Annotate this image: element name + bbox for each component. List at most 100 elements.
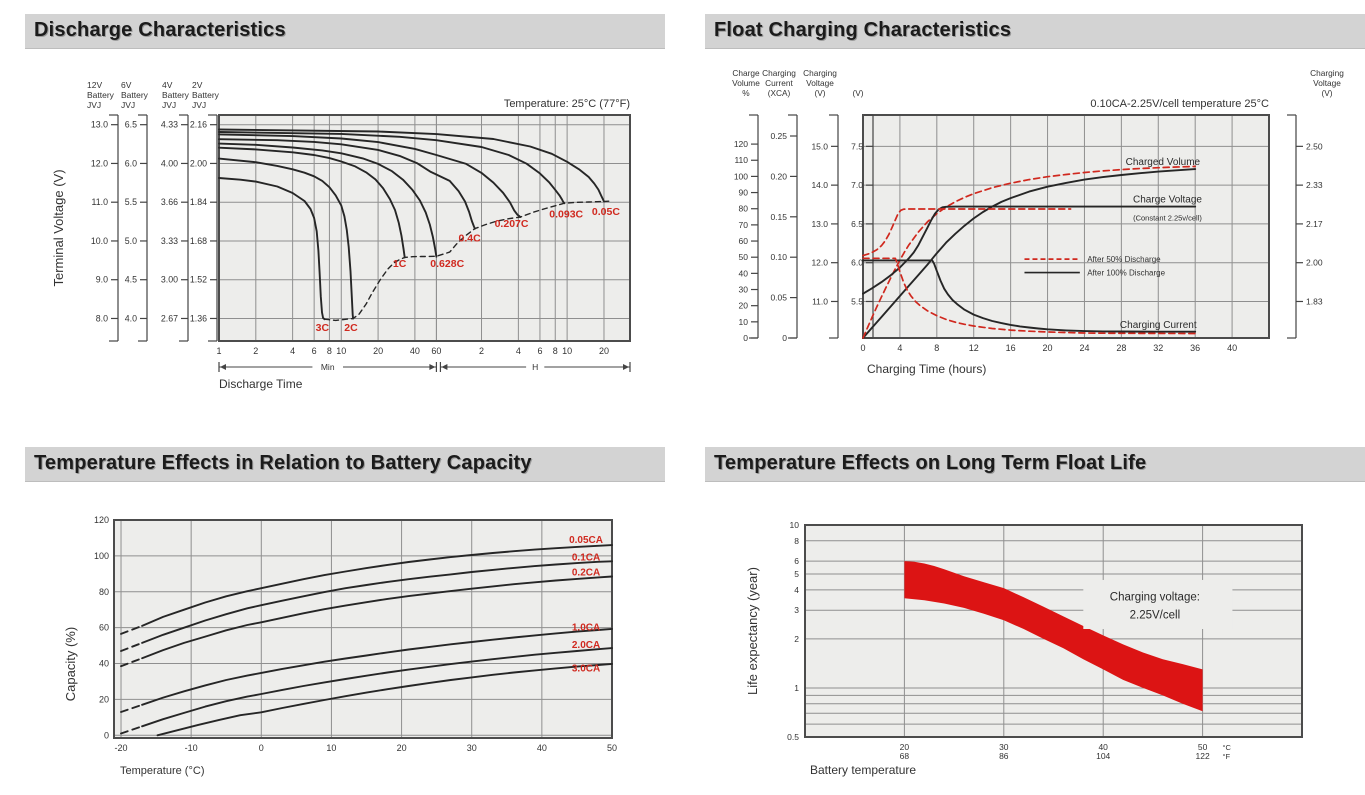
svg-text:1C: 1C [393, 258, 407, 270]
svg-text:6V: 6V [121, 80, 132, 90]
svg-text:15.0: 15.0 [811, 141, 828, 151]
svg-text:2.00: 2.00 [1306, 258, 1323, 268]
svg-text:1.52: 1.52 [190, 275, 207, 285]
svg-text:Battery: Battery [162, 90, 190, 100]
section-title-temperature-capacity-text: Temperature Effects in Relation to Batte… [34, 452, 532, 474]
svg-text:40: 40 [1227, 343, 1237, 353]
svg-text:68: 68 [900, 751, 910, 761]
svg-text:0.05C: 0.05C [592, 206, 620, 218]
svg-text:After 100% Discharge: After 100% Discharge [1087, 268, 1165, 277]
svg-text:2: 2 [794, 634, 799, 644]
svg-text:Terminal Voltage (V): Terminal Voltage (V) [51, 169, 66, 286]
svg-text:1: 1 [216, 346, 221, 356]
svg-text:20: 20 [900, 742, 910, 752]
svg-text:0.20: 0.20 [770, 171, 787, 181]
svg-text:Voltage: Voltage [1313, 78, 1341, 88]
svg-text:Battery: Battery [121, 90, 149, 100]
svg-text:Battery: Battery [87, 90, 115, 100]
svg-text:8: 8 [327, 346, 332, 356]
svg-text:Charging: Charging [1310, 68, 1344, 78]
svg-text:8: 8 [553, 346, 558, 356]
svg-text:Capacity (%): Capacity (%) [63, 627, 78, 701]
svg-text:30: 30 [739, 285, 749, 295]
svg-text:13.0: 13.0 [811, 219, 828, 229]
svg-text:Battery temperature: Battery temperature [810, 763, 916, 777]
svg-text:50: 50 [1198, 742, 1208, 752]
svg-text:80: 80 [739, 204, 749, 214]
svg-text:6: 6 [312, 346, 317, 356]
section-title-float-charging-text: Float Charging Characteristics [714, 19, 1012, 41]
svg-text:40: 40 [410, 346, 420, 356]
section-title-discharge-text: Discharge Characteristics [34, 19, 286, 41]
svg-text:2C: 2C [344, 322, 358, 334]
svg-text:Volume: Volume [732, 78, 760, 88]
svg-text:50: 50 [739, 252, 749, 262]
svg-text:1.36: 1.36 [190, 313, 207, 323]
svg-text:4V: 4V [162, 80, 173, 90]
svg-text:0.05CA: 0.05CA [569, 535, 603, 546]
svg-text:32: 32 [1153, 343, 1163, 353]
svg-text:10.0: 10.0 [91, 236, 108, 246]
svg-text:3C: 3C [316, 322, 330, 334]
svg-text:Battery: Battery [192, 90, 220, 100]
svg-text:3.0CA: 3.0CA [572, 664, 600, 675]
svg-text:2: 2 [479, 346, 484, 356]
svg-text:0.05: 0.05 [770, 293, 787, 303]
svg-text:20: 20 [1043, 343, 1053, 353]
svg-text:13.0: 13.0 [91, 120, 108, 130]
svg-text:1: 1 [794, 683, 799, 693]
svg-text:5.5: 5.5 [125, 197, 137, 207]
svg-text:20: 20 [739, 301, 749, 311]
svg-text:28: 28 [1116, 343, 1126, 353]
svg-text:12: 12 [969, 343, 979, 353]
svg-text:°C: °C [1222, 743, 1231, 752]
svg-text:Min: Min [321, 362, 335, 372]
svg-text:10: 10 [336, 346, 346, 356]
svg-text:110: 110 [734, 155, 748, 165]
svg-text:0: 0 [104, 730, 109, 740]
svg-text:104: 104 [1096, 751, 1110, 761]
svg-text:90: 90 [739, 188, 749, 198]
section-title-float-life: Temperature Effects on Long Term Float L… [705, 447, 1365, 482]
svg-text:120: 120 [734, 139, 748, 149]
svg-text:Discharge Time: Discharge Time [219, 377, 303, 391]
svg-text:4: 4 [290, 346, 295, 356]
svg-text:120: 120 [94, 515, 109, 525]
svg-text:0.628C: 0.628C [430, 258, 464, 270]
svg-text:16: 16 [1006, 343, 1016, 353]
svg-text:4: 4 [897, 343, 902, 353]
svg-text:Life expectancy (year): Life expectancy (year) [745, 567, 760, 695]
temperature-capacity-chart: 0.05CA 0.1CA 0.2CA 1.0CA 2.0CA 3.0CA -20 -10 0 10… [63, 515, 617, 777]
svg-text:0.15: 0.15 [770, 212, 787, 222]
svg-text:Charging: Charging [803, 68, 837, 78]
svg-text:60: 60 [739, 236, 749, 246]
svg-text:2.33: 2.33 [1306, 180, 1323, 190]
svg-text:11.0: 11.0 [92, 197, 109, 207]
svg-text:70: 70 [739, 220, 749, 230]
svg-text:0.4C: 0.4C [459, 232, 482, 244]
svg-text:2: 2 [253, 346, 258, 356]
svg-text:1.84: 1.84 [190, 197, 207, 207]
float-life-chart: Charging voltage:2.25V/cell1086543210.52… [745, 520, 1303, 777]
svg-text:Temperature: 25°C (77°F): Temperature: 25°C (77°F) [504, 98, 630, 110]
svg-text:0.207C: 0.207C [495, 218, 529, 230]
svg-text:JVJ: JVJ [121, 100, 135, 110]
svg-text:86: 86 [999, 751, 1009, 761]
section-title-discharge: Discharge Characteristics [25, 14, 665, 49]
svg-text:20: 20 [99, 694, 109, 704]
svg-text:60: 60 [99, 623, 109, 633]
svg-text:(V): (V) [852, 88, 863, 98]
svg-text:0.10CA-2.25V/cell temperature: 0.10CA-2.25V/cell temperature 25°C [1090, 98, 1269, 110]
svg-text:6: 6 [537, 346, 542, 356]
svg-text:4: 4 [516, 346, 521, 356]
svg-text:0: 0 [259, 743, 264, 753]
svg-text:JVJ: JVJ [192, 100, 206, 110]
svg-text:-20: -20 [115, 743, 128, 753]
svg-text:Charging voltage:: Charging voltage: [1110, 591, 1200, 603]
svg-text:5: 5 [794, 569, 799, 579]
svg-text:Charge: Charge [732, 68, 760, 78]
svg-text:8: 8 [934, 343, 939, 353]
svg-text:4.0: 4.0 [125, 313, 137, 323]
svg-text:2V: 2V [192, 80, 203, 90]
svg-text:2.00: 2.00 [190, 158, 207, 168]
